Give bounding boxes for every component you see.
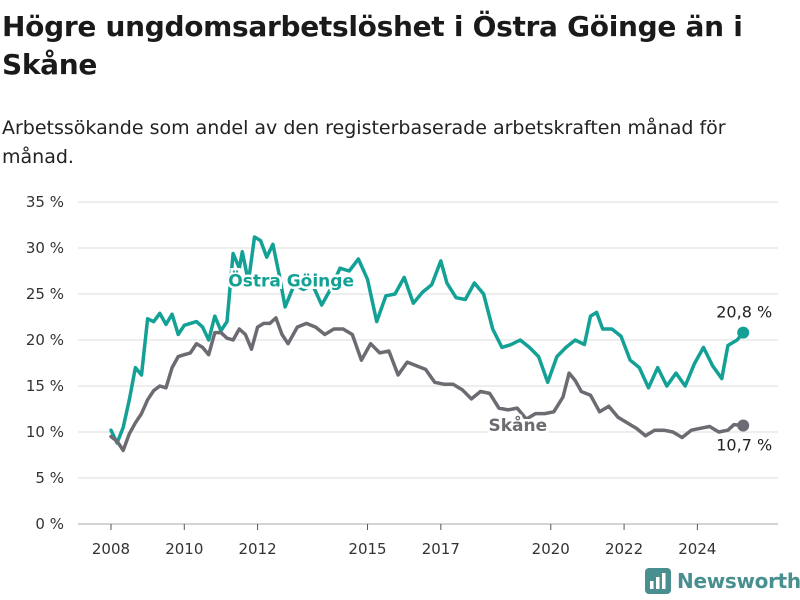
y-axis-ticks: 0 % 5 % 10 % 15 % 20 % 25 % 30 % 35 %	[26, 193, 64, 533]
y-tick-label: 35 %	[26, 193, 64, 211]
y-tick-label: 25 %	[26, 285, 64, 303]
y-tick-label: 20 %	[26, 331, 64, 349]
brand-logo: Newsworthy	[645, 568, 800, 594]
x-tick-label: 2024	[678, 540, 716, 558]
skane-series-label: Skåne	[488, 414, 547, 436]
x-tick-label: 2017	[422, 540, 460, 558]
y-tick-label: 10 %	[26, 423, 64, 441]
series-lines	[109, 235, 750, 453]
page-title: Högre ungdomsarbetslöshet i Östra Göinge…	[2, 10, 743, 81]
skane-line	[109, 316, 745, 453]
x-axis-ticks: 2008 2010 2012 2015 2017 2020 2022 2024	[92, 524, 716, 558]
series-labels: 20,8 % 10,7 % Östra Göinge Skåne	[226, 267, 772, 455]
x-tick-label: 2012	[238, 540, 276, 558]
ostra-goinge-series-label: Östra Göinge	[228, 270, 354, 292]
skane-end-label: 10,7 %	[716, 436, 772, 455]
x-tick-label: 2020	[532, 540, 570, 558]
skane-end-point	[737, 419, 750, 432]
x-tick-label: 2022	[605, 540, 643, 558]
y-tick-label: 30 %	[26, 239, 64, 257]
ostra-goinge-line	[109, 235, 745, 445]
y-tick-label: 15 %	[26, 377, 64, 395]
x-tick-label: 2010	[165, 540, 203, 558]
y-tick-label: 5 %	[35, 469, 64, 487]
ostra-goinge-end-point	[737, 326, 750, 339]
x-tick-label: 2015	[348, 540, 386, 558]
y-tick-label: 0 %	[35, 515, 64, 533]
page-subtitle: Arbetssökande som andel av den registerb…	[2, 117, 726, 168]
x-tick-label: 2008	[92, 540, 130, 558]
newsworthy-logo-icon	[645, 568, 671, 594]
ostra-goinge-end-label: 20,8 %	[716, 303, 772, 322]
grid-lines	[78, 201, 778, 525]
brand-name: Newsworthy	[677, 569, 800, 593]
